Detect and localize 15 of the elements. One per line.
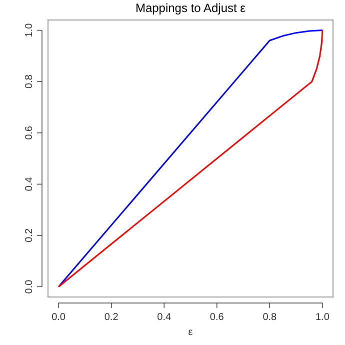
chart-title: Mappings to Adjust ε: [135, 1, 246, 15]
y-tick-label: 0.4: [24, 176, 35, 192]
x-axis-title: ε: [188, 327, 194, 338]
x-tick-label: 0.4: [157, 312, 172, 323]
x-tick-label: 0.0: [52, 312, 66, 323]
x-tick-label: 0.2: [104, 312, 119, 323]
y-tick-label: 0.2: [24, 228, 35, 242]
line-series: [58, 30, 324, 288]
y-tick-label: 1.0: [24, 22, 35, 38]
y-tick-label: 0.0: [24, 279, 35, 294]
y-tick-label: 0.8: [24, 74, 35, 89]
x-tick-label: 0.6: [210, 312, 224, 323]
x-tick-label: 0.8: [262, 312, 278, 323]
x-tick-label: 1.0: [315, 312, 330, 323]
y-tick-label: 0.6: [24, 125, 35, 140]
